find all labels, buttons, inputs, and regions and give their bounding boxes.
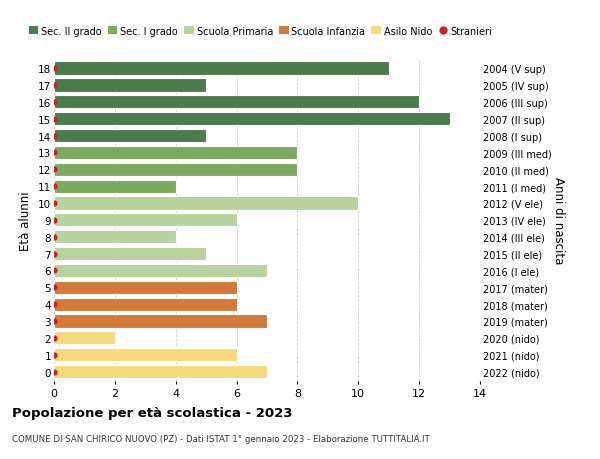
- Y-axis label: Età alunni: Età alunni: [19, 190, 32, 250]
- Bar: [54, 129, 206, 143]
- Bar: [54, 348, 236, 361]
- Bar: [54, 331, 115, 345]
- Y-axis label: Anni di nascita: Anni di nascita: [553, 177, 565, 264]
- Bar: [54, 197, 358, 210]
- Bar: [54, 62, 389, 75]
- Bar: [54, 163, 298, 176]
- Bar: [54, 365, 267, 378]
- Bar: [54, 96, 419, 109]
- Text: COMUNE DI SAN CHIRICO NUOVO (PZ) - Dati ISTAT 1° gennaio 2023 - Elaborazione TUT: COMUNE DI SAN CHIRICO NUOVO (PZ) - Dati …: [12, 434, 430, 443]
- Bar: [54, 315, 267, 328]
- Bar: [54, 180, 176, 193]
- Legend: Sec. II grado, Sec. I grado, Scuola Primaria, Scuola Infanzia, Asilo Nido, Stran: Sec. II grado, Sec. I grado, Scuola Prim…: [25, 23, 496, 40]
- Bar: [54, 281, 236, 294]
- Bar: [54, 113, 449, 126]
- Bar: [54, 146, 298, 160]
- Bar: [54, 79, 206, 92]
- Bar: [54, 230, 176, 244]
- Bar: [54, 247, 206, 261]
- Bar: [54, 214, 236, 227]
- Bar: [54, 264, 267, 277]
- Bar: [54, 298, 236, 311]
- Text: Popolazione per età scolastica - 2023: Popolazione per età scolastica - 2023: [12, 406, 293, 419]
